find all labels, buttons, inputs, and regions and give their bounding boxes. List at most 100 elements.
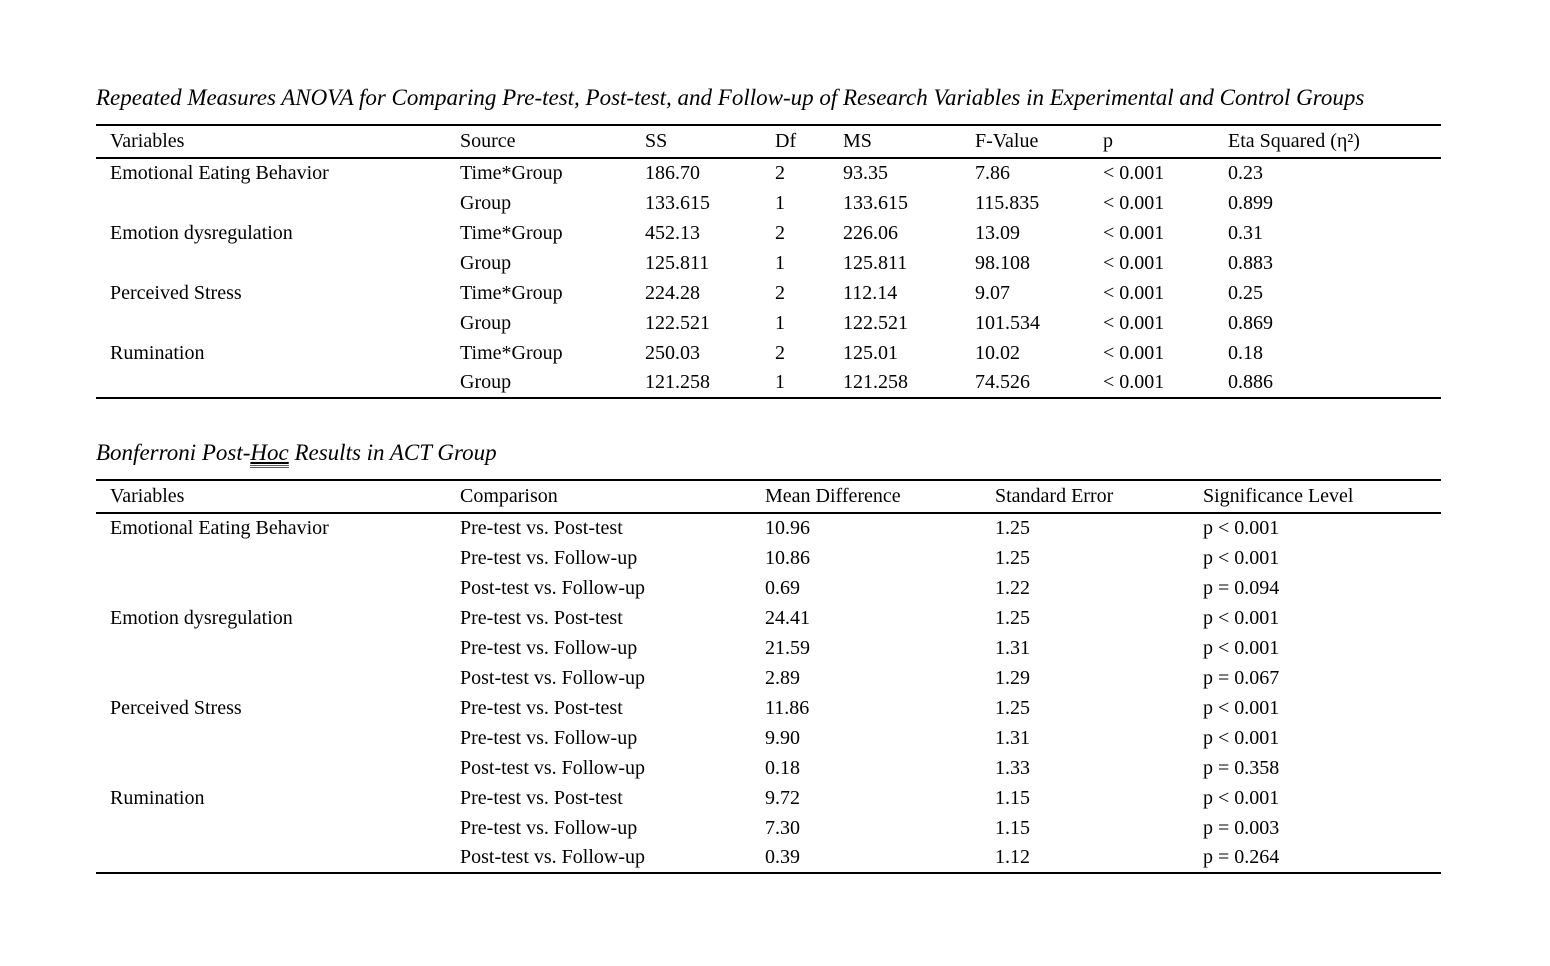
table-cell: 226.06	[843, 221, 898, 244]
table-cell: 133.615	[843, 191, 908, 214]
table-cell	[96, 633, 460, 663]
table-cell: < 0.001	[1103, 311, 1165, 334]
table-cell: 0.883	[1228, 251, 1273, 274]
table-cell: 1.12	[995, 846, 1030, 868]
table-cell: 24.41	[765, 606, 810, 629]
table-cell: 2.89	[765, 666, 800, 689]
table-row: Emotion dysregulation Pre-test vs. Post-t…	[96, 603, 1441, 633]
table-cell: p < 0.001	[1203, 636, 1280, 659]
table-cell: Time*Group	[460, 221, 563, 244]
column-header: Variables	[96, 480, 460, 514]
table-cell	[96, 813, 460, 843]
posthoc-title-prefix: Bonferroni Post-	[96, 440, 251, 465]
table-cell: 1.31	[995, 726, 1030, 749]
table-cell: 10.96	[765, 517, 810, 539]
anova-table-body: Emotional Eating Behavior Time*Group 186.7…	[96, 158, 1441, 398]
table-cell: < 0.001	[1103, 191, 1165, 214]
table-cell: 98.108	[975, 251, 1030, 274]
column-header: Comparison	[460, 480, 765, 514]
table-row: Group 121.258 1 121.258 74.526 < 0.001 0.886	[96, 368, 1441, 398]
table-row: Emotional Eating Behavior Pre-test vs. Po…	[96, 513, 1441, 543]
table-cell: 93.35	[843, 162, 888, 184]
table-row: Group 122.521 1 122.521 101.534 < 0.001 0.869	[96, 308, 1441, 338]
table-cell: Emotional Eating Behavior	[110, 162, 329, 184]
table-cell: Post-test vs. Follow-up	[460, 756, 646, 779]
table-row: Post-test vs. Follow-up 0.18 1.33 p = 0.358	[96, 753, 1441, 783]
table-cell	[96, 308, 460, 338]
table-cell: 186.70	[645, 162, 700, 184]
table-cell: 9.72	[765, 786, 800, 809]
table-cell: 11.86	[765, 696, 810, 719]
table-cell: 0.69	[765, 576, 800, 599]
table-cell: 9.90	[765, 726, 800, 749]
table-cell: < 0.001	[1103, 221, 1165, 244]
table-cell: p = 0.094	[1203, 576, 1280, 599]
table-cell: 1.25	[995, 517, 1030, 539]
column-header: Df	[775, 125, 843, 159]
table-cell: Emotion dysregulation	[110, 606, 293, 629]
column-header: MS	[843, 125, 975, 159]
column-header: Mean Difference	[765, 480, 995, 514]
posthoc-table: Variables Comparison Mean Difference Standa…	[96, 479, 1441, 874]
table-cell: 2	[775, 341, 785, 364]
table-cell: 1.33	[995, 756, 1030, 779]
table-cell: 0.18	[765, 756, 800, 779]
table-cell: Group	[460, 371, 512, 393]
table-row: Post-test vs. Follow-up 2.89 1.29 p = 0.067	[96, 663, 1441, 693]
table-cell	[96, 188, 460, 218]
table-cell: 2	[775, 281, 785, 304]
table-cell: Group	[460, 311, 512, 334]
table-cell: 7.86	[975, 162, 1010, 184]
table-cell: 1.25	[995, 696, 1030, 719]
table-cell: Pre-test vs. Post-test	[460, 786, 623, 809]
table-cell: 122.521	[843, 311, 908, 334]
table-cell	[96, 843, 460, 873]
table-row: Emotional Eating Behavior Time*Group 186.7…	[96, 158, 1441, 188]
column-header: Source	[460, 125, 645, 159]
table-cell: 0.899	[1228, 191, 1273, 214]
table-cell: Pre-test vs. Follow-up	[460, 546, 638, 569]
table-row: Emotion dysregulation Time*Group 452.13 2 22…	[96, 218, 1441, 248]
table-cell: 1.15	[995, 786, 1030, 809]
table-cell	[96, 368, 460, 398]
table-cell: Pre-test vs. Follow-up	[460, 816, 638, 839]
table-row: Group 133.615 1 133.615 115.835 < 0.001 0.899	[96, 188, 1441, 218]
table-cell: 250.03	[645, 341, 700, 364]
table-cell: 1.15	[995, 816, 1030, 839]
table-row: Pre-test vs. Follow-up 21.59 1.31 p < 0.001	[96, 633, 1441, 663]
table-cell: Pre-test vs. Post-test	[460, 606, 623, 629]
table-cell	[96, 573, 460, 603]
anova-table: Variables Source SS Df MS F-Value p Eta Squared…	[96, 124, 1441, 399]
table-cell: 1	[775, 191, 785, 214]
table-cell: 224.28	[645, 281, 700, 304]
table-cell: < 0.001	[1103, 341, 1165, 364]
table-cell: Perceived Stress	[110, 281, 242, 304]
table-row: Pre-test vs. Follow-up 7.30 1.15 p = 0.003	[96, 813, 1441, 843]
table-cell: Pre-test vs. Post-test	[460, 517, 623, 539]
table-cell: p = 0.358	[1203, 756, 1280, 779]
table-cell: Pre-test vs. Follow-up	[460, 726, 638, 749]
table-cell	[96, 753, 460, 783]
table-cell: Pre-test vs. Follow-up	[460, 636, 638, 659]
table-cell: Rumination	[110, 786, 205, 809]
table-row: Pre-test vs. Follow-up 9.90 1.31 p < 0.001	[96, 723, 1441, 753]
table-cell: Group	[460, 191, 512, 214]
table-cell: 0.31	[1228, 221, 1263, 244]
table-cell: 122.521	[645, 311, 710, 334]
table-cell: < 0.001	[1103, 281, 1165, 304]
table-cell: 13.09	[975, 221, 1020, 244]
posthoc-header-row: Variables Comparison Mean Difference Standa…	[96, 480, 1441, 514]
table-cell: 121.258	[645, 371, 710, 393]
table-cell: 121.258	[843, 371, 908, 393]
column-header: Eta Squared (η²)	[1228, 125, 1441, 159]
table-cell: Group	[460, 251, 512, 274]
table-cell	[96, 543, 460, 573]
table-row: Perceived Stress Time*Group 224.28 2 112.14 9…	[96, 278, 1441, 308]
table-cell	[96, 663, 460, 693]
table-cell: 0.886	[1228, 371, 1273, 393]
table-cell: Post-test vs. Follow-up	[460, 846, 646, 868]
table-row: Perceived Stress Pre-test vs. Post-test 11…	[96, 693, 1441, 723]
table-cell: p < 0.001	[1203, 517, 1280, 539]
anova-header-row: Variables Source SS Df MS F-Value p Eta Squared…	[96, 125, 1441, 159]
